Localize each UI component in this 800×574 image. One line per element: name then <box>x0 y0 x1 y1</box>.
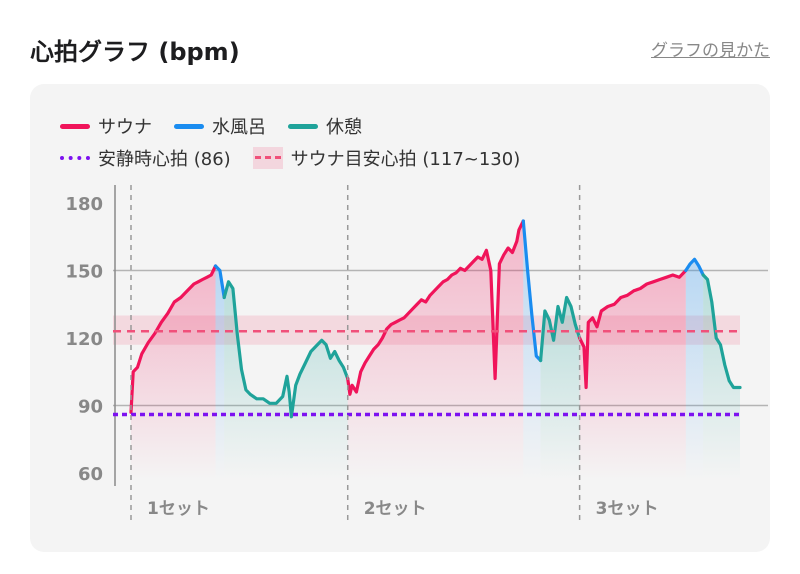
legend-target-zone-label: サウナ目安心拍 (117~130) <box>290 149 521 170</box>
legend-target-zone: サウナ目安心拍 (117~130) <box>252 145 521 171</box>
series-line-sauna-6 <box>578 268 688 390</box>
series-line-cold_bath-7 <box>684 257 705 277</box>
legend-rest-swatch <box>288 123 318 129</box>
legend-resting-hr-swatch <box>60 156 90 160</box>
series-line-sauna-3 <box>346 219 525 396</box>
area-rest-8 <box>703 275 740 480</box>
chart-header: 心拍グラフ (bpm) グラフの見かた <box>30 32 770 72</box>
y-tick-label: 60 <box>78 464 103 485</box>
y-tick-label: 150 <box>65 262 103 283</box>
chart-title: 心拍グラフ (bpm) <box>30 38 240 66</box>
legend-target-zone-swatch <box>252 147 283 169</box>
area-sauna-0 <box>131 266 216 480</box>
area-rest-2 <box>224 281 348 480</box>
legend-resting-hr: 安静時心拍 (86) <box>60 145 231 171</box>
area-sauna-3 <box>347 221 524 480</box>
legend-sauna-swatch <box>60 123 90 129</box>
legend-row-phases: サウナ 水風呂 休憩 <box>60 114 384 138</box>
legend-rest-label: 休憩 <box>326 117 362 138</box>
series-line-cold_bath-1 <box>213 264 226 300</box>
y-tick-label: 180 <box>65 194 103 215</box>
series-line-sauna-0 <box>129 264 218 414</box>
y-tick-label: 90 <box>78 397 103 418</box>
series-line-rest-2 <box>222 280 350 419</box>
area-cold_bath-1 <box>215 266 225 480</box>
legend-row-reference: 安静時心拍 (86) サウナ目安心拍 (117~130) <box>60 146 542 170</box>
series-line-rest-8 <box>701 273 742 390</box>
set-label-3: 3セット <box>596 499 659 519</box>
legend-cold-bath: 水風呂 <box>174 113 266 139</box>
area-cold_bath-7 <box>685 259 704 480</box>
legend-sauna-label: サウナ <box>98 117 152 138</box>
legend-cold-bath-swatch <box>174 123 204 129</box>
series-line-rest-5 <box>539 295 582 363</box>
y-tick-label: 120 <box>65 329 103 350</box>
series-line-cold_bath-4 <box>521 219 543 363</box>
legend-sauna: サウナ <box>60 113 152 139</box>
legend-cold-bath-label: 水風呂 <box>212 117 266 138</box>
how-to-read-link[interactable]: グラフの見かた <box>651 41 770 61</box>
area-sauna-6 <box>579 270 686 480</box>
set-label-2: 2セット <box>364 499 427 519</box>
area-rest-5 <box>540 297 580 480</box>
set-label-1: 1セット <box>147 499 210 519</box>
legend-rest: 休憩 <box>288 113 362 139</box>
legend-resting-hr-label: 安静時心拍 (86) <box>98 149 231 170</box>
